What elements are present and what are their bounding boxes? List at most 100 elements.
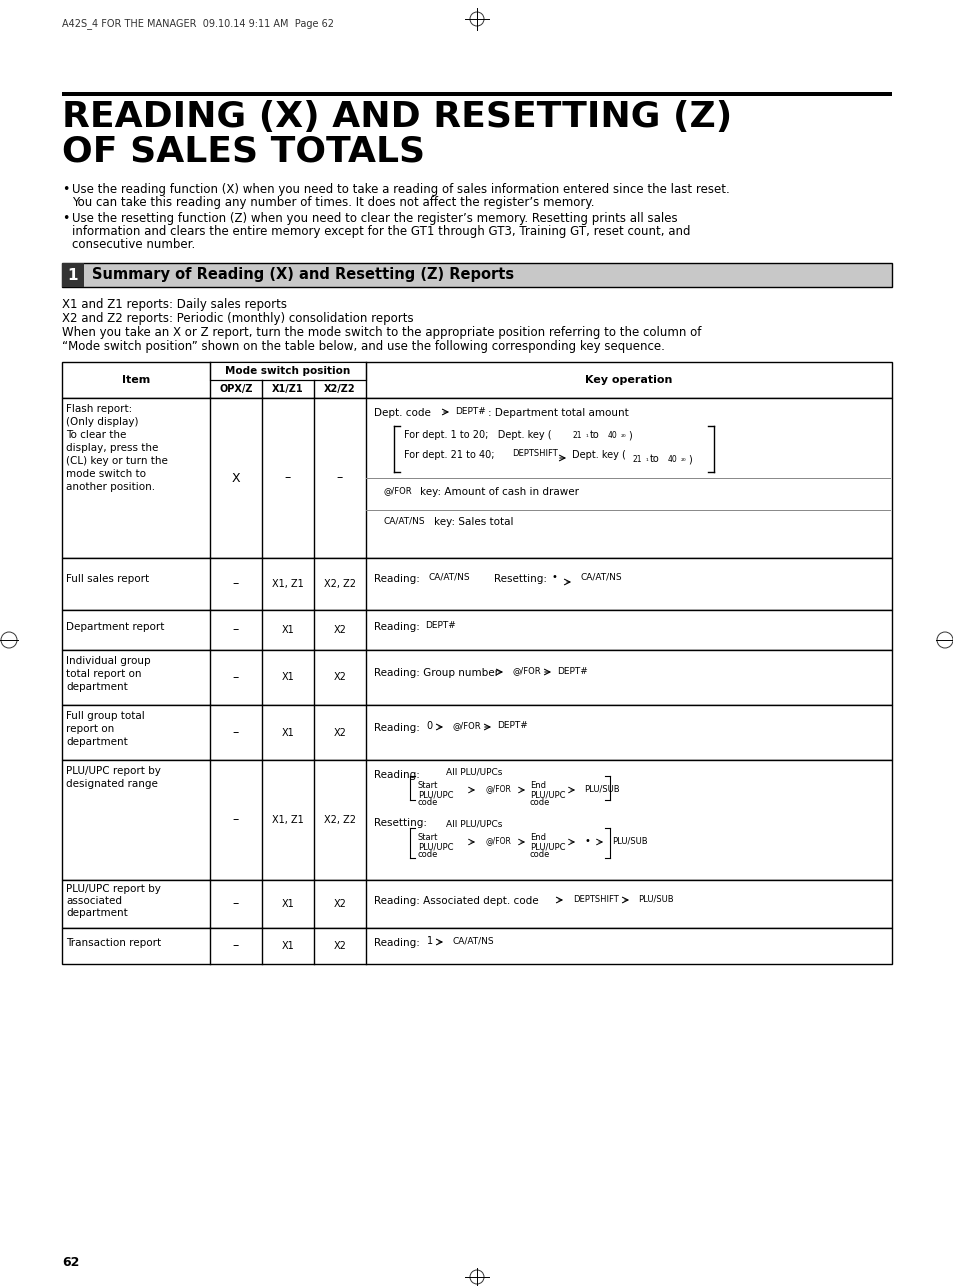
Bar (378, 516, 429, 529)
Text: –: – (233, 898, 239, 910)
Text: A42S_4 FOR THE MANAGER  09.10.14 9:11 AM  Page 62: A42S_4 FOR THE MANAGER 09.10.14 9:11 AM … (62, 18, 334, 28)
Text: Reading:: Reading: (374, 622, 419, 631)
Bar (607, 836, 652, 849)
Bar (448, 935, 497, 949)
Text: DEPTSHIFT: DEPTSHIFT (512, 449, 558, 458)
Text: All PLU/UPCs: All PLU/UPCs (445, 819, 501, 828)
Bar (62, 397, 891, 558)
Text: Reading:: Reading: (374, 937, 419, 948)
Text: X1: X1 (281, 899, 294, 909)
Text: 21: 21 (632, 455, 641, 464)
Text: PLU/SUB: PLU/SUB (612, 836, 647, 845)
Text: code: code (417, 850, 438, 859)
Text: designated range: designated range (66, 779, 157, 790)
Text: ₂₀: ₂₀ (619, 432, 625, 439)
Text: OF SALES TOTALS: OF SALES TOTALS (62, 135, 425, 168)
Text: X1: X1 (281, 673, 294, 683)
Text: (CL) key or turn the: (CL) key or turn the (66, 457, 168, 466)
Text: @/FOR: @/FOR (485, 836, 511, 845)
Text: PLU/SUB: PLU/SUB (638, 895, 674, 904)
Text: –: – (336, 472, 343, 485)
Text: –: – (233, 624, 239, 637)
Text: READING (X) AND RESETTING (Z): READING (X) AND RESETTING (Z) (62, 100, 732, 134)
Bar (634, 894, 678, 907)
Text: “Mode switch position” shown on the table below, and use the following correspon: “Mode switch position” shown on the tabl… (62, 340, 664, 352)
Bar (567, 894, 623, 907)
Bar (454, 405, 487, 418)
Text: @/FOR: @/FOR (452, 721, 480, 730)
Text: Start: Start (417, 781, 438, 790)
Text: 1: 1 (68, 267, 78, 283)
Text: Reading: Associated dept. code: Reading: Associated dept. code (374, 896, 538, 907)
Text: X1 and Z1 reports: Daily sales reports: X1 and Z1 reports: Daily sales reports (62, 298, 287, 311)
Text: DEPT#: DEPT# (557, 666, 587, 675)
FancyBboxPatch shape (443, 716, 489, 738)
Text: Department report: Department report (66, 622, 164, 631)
FancyBboxPatch shape (503, 661, 549, 683)
Text: Reading:: Reading: (374, 770, 419, 781)
Bar (62, 760, 891, 880)
Text: X2 and Z2 reports: Periodic (monthly) consolidation reports: X2 and Z2 reports: Periodic (monthly) co… (62, 312, 414, 325)
Text: –: – (233, 727, 239, 739)
Text: information and clears the entire memory except for the GT1 through GT3, Trainin: information and clears the entire memory… (71, 225, 690, 238)
Text: associated: associated (66, 896, 122, 907)
Bar (62, 928, 891, 964)
Text: key: Amount of cash in drawer: key: Amount of cash in drawer (419, 487, 578, 496)
FancyBboxPatch shape (602, 430, 622, 445)
Text: X1: X1 (281, 728, 294, 737)
Text: Use the reading function (X) when you need to take a reading of sales informatio: Use the reading function (X) when you ne… (71, 183, 729, 195)
Text: 40: 40 (607, 432, 618, 441)
Text: •: • (62, 212, 70, 225)
Text: X2, Z2: X2, Z2 (324, 815, 355, 826)
Bar (579, 783, 624, 796)
Text: X2, Z2: X2, Z2 (324, 579, 355, 589)
Text: @/FOR: @/FOR (383, 486, 412, 495)
Text: CA/AT/NS: CA/AT/NS (428, 572, 469, 581)
Text: X2/Z2: X2/Z2 (324, 385, 355, 394)
Text: PLU/UPC: PLU/UPC (530, 842, 565, 851)
Text: ₁: ₁ (645, 457, 648, 462)
FancyBboxPatch shape (662, 453, 682, 469)
Bar (423, 571, 474, 585)
Text: X1, Z1: X1, Z1 (272, 815, 304, 826)
Text: X2: X2 (334, 941, 346, 952)
Text: PLU/UPC: PLU/UPC (417, 790, 453, 799)
Text: CA/AT/NS: CA/AT/NS (383, 517, 424, 526)
Text: CA/AT/NS: CA/AT/NS (579, 572, 621, 581)
Text: total report on: total report on (66, 669, 141, 679)
Text: PLU/UPC report by: PLU/UPC report by (66, 766, 161, 775)
Bar (210, 361, 366, 379)
Text: consecutive number.: consecutive number. (71, 238, 195, 251)
Text: –: – (233, 671, 239, 684)
Text: department: department (66, 682, 128, 692)
Text: department: department (66, 908, 128, 918)
Text: 0: 0 (426, 721, 433, 730)
Text: another position.: another position. (66, 482, 155, 493)
Text: ₁: ₁ (585, 432, 588, 439)
Text: Mode switch position: Mode switch position (225, 367, 351, 376)
Bar (576, 571, 625, 585)
FancyBboxPatch shape (626, 453, 646, 469)
Text: Dept. key (: Dept. key ( (572, 450, 625, 460)
Text: CA/AT/NS: CA/AT/NS (452, 936, 494, 945)
Text: report on: report on (66, 724, 114, 734)
Bar (62, 264, 84, 287)
FancyBboxPatch shape (375, 481, 420, 503)
Text: X1/Z1: X1/Z1 (272, 385, 303, 394)
Text: mode switch to: mode switch to (66, 469, 146, 478)
Text: Flash report:: Flash report: (66, 404, 132, 414)
Text: DEPTSHIFT: DEPTSHIFT (572, 895, 618, 904)
Text: Dept. code: Dept. code (374, 408, 431, 418)
Text: X: X (232, 472, 240, 485)
Text: Reading:: Reading: (374, 574, 419, 584)
Text: Reading: Group number: Reading: Group number (374, 667, 498, 678)
Bar (62, 361, 891, 397)
Text: key: Sales total: key: Sales total (434, 517, 513, 527)
Text: PLU/UPC: PLU/UPC (530, 790, 565, 799)
Text: PLU/UPC: PLU/UPC (417, 842, 453, 851)
Text: PLU/UPC report by: PLU/UPC report by (66, 883, 161, 894)
Text: display, press the: display, press the (66, 442, 158, 453)
Bar (62, 649, 891, 705)
Text: Reading:: Reading: (374, 723, 419, 733)
Bar (496, 720, 529, 733)
